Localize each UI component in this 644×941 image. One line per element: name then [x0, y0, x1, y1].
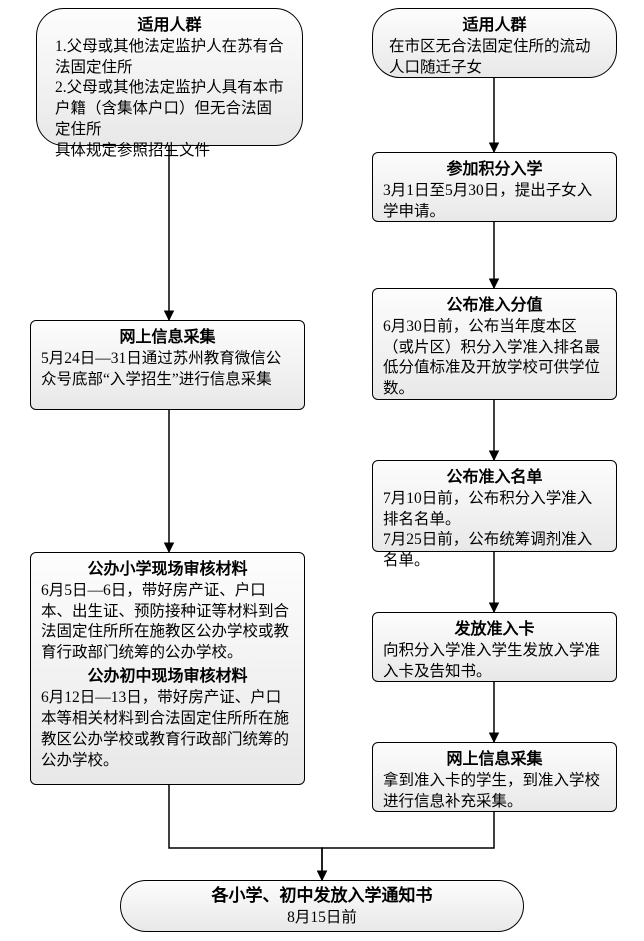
- body: 在市区无合法固定住所的流动人口随迁子女: [389, 37, 600, 79]
- title: 公布准入名单: [383, 467, 606, 489]
- body: 8月15日前: [141, 908, 503, 929]
- node-right-card: 发放准入卡 向积分入学准入学生发放入学准入卡及告知书。: [372, 612, 617, 682]
- title: 适用人群: [55, 15, 284, 37]
- node-bottom-notice: 各小学、初中发放入学通知书 8月15日前: [120, 880, 524, 932]
- title: 网上信息采集: [41, 327, 294, 349]
- title: 适用人群: [389, 15, 600, 37]
- title: 公布准入分值: [383, 295, 606, 317]
- title-a: 公办小学现场审核材料: [41, 559, 294, 581]
- body: 3月1日至5月30日，提出子女入学申请。: [383, 181, 606, 223]
- body: 6月30日前，公布当年度本区（或片区）积分入学准入排名最低分值标准及开放学校可供…: [383, 317, 606, 401]
- title: 各小学、初中发放入学通知书: [141, 885, 503, 908]
- node-right-points: 参加积分入学 3月1日至5月30日，提出子女入学申请。: [372, 152, 617, 222]
- body: 1.父母或其他法定监护人在苏有合法固定住所 2.父母或其他法定监护人具有本市户籍…: [55, 37, 284, 163]
- node-right-audience: 适用人群 在市区无合法固定住所的流动人口随迁子女: [372, 8, 617, 78]
- node-left-review: 公办小学现场审核材料 6月5日—6日，带好房产证、户口本、出生证、预防接种证等材…: [30, 552, 305, 785]
- node-left-audience: 适用人群 1.父母或其他法定监护人在苏有合法固定住所 2.父母或其他法定监护人具…: [36, 8, 303, 146]
- node-right-list: 公布准入名单 7月10日前，公布积分入学准入排名名单。 7月25日前，公布统筹调…: [372, 460, 617, 552]
- node-right-collect: 网上信息采集 拿到准入卡的学生，到准入学校进行信息补充采集。: [372, 742, 617, 812]
- body-b: 6月12日—13日，带好房产证、户口本等相关材料到合法固定住所所在施教区公办学校…: [41, 688, 294, 772]
- title: 发放准入卡: [383, 619, 606, 641]
- title: 网上信息采集: [383, 749, 606, 771]
- body: 拿到准入卡的学生，到准入学校进行信息补充采集。: [383, 771, 606, 813]
- node-right-score: 公布准入分值 6月30日前，公布当年度本区（或片区）积分入学准入排名最低分值标准…: [372, 288, 617, 400]
- body: 5月24日—31日通过苏州教育微信公众号底部“入学招生”进行信息采集: [41, 349, 294, 391]
- body-a: 6月5日—6日，带好房产证、户口本、出生证、预防接种证等材料到合法固定住所所在施…: [41, 581, 294, 665]
- node-left-collect: 网上信息采集 5月24日—31日通过苏州教育微信公众号底部“入学招生”进行信息采…: [30, 320, 305, 410]
- body: 向积分入学准入学生发放入学准入卡及告知书。: [383, 641, 606, 683]
- body: 7月10日前，公布积分入学准入排名名单。 7月25日前，公布统筹调剂准入名单。: [383, 489, 606, 573]
- title-b: 公办初中现场审核材料: [41, 666, 294, 688]
- title: 参加积分入学: [383, 159, 606, 181]
